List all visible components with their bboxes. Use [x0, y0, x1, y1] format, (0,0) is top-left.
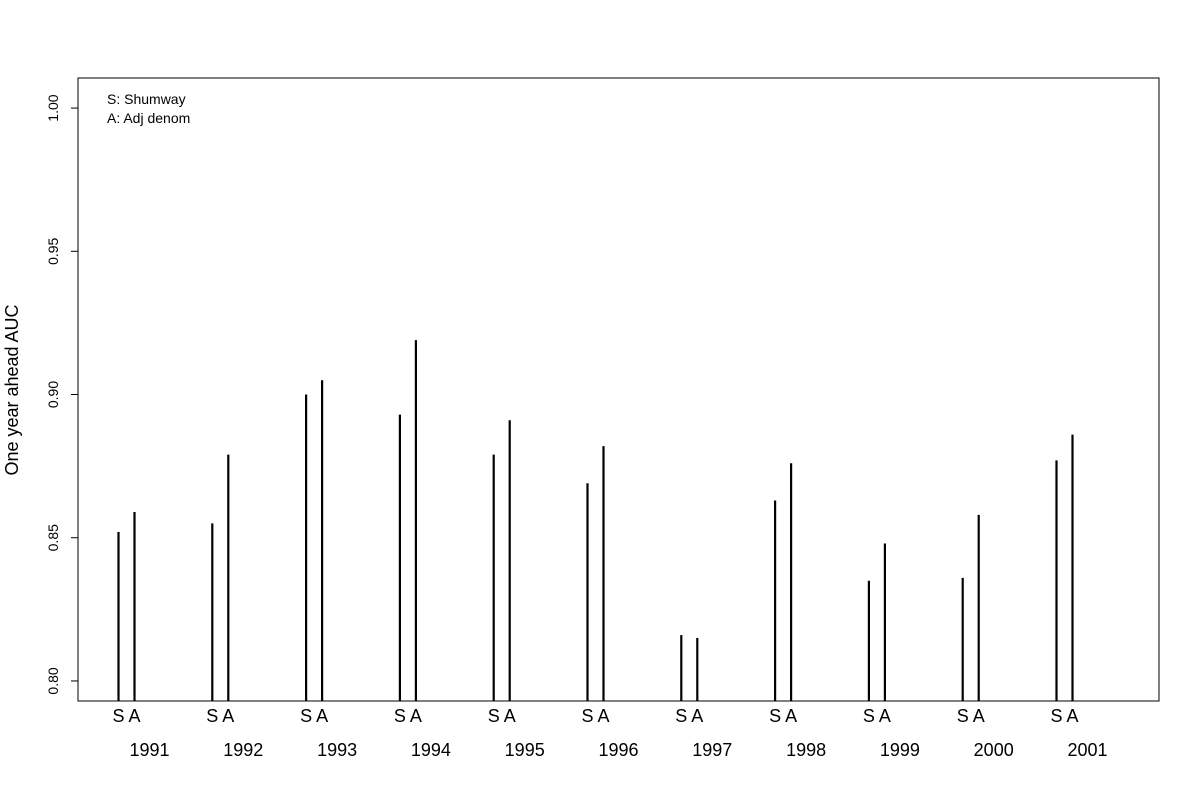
y-axis-label: One year ahead AUC [2, 304, 22, 475]
bar-letter: S [1050, 706, 1062, 726]
x-category-label: 1993 [317, 740, 357, 760]
bar-letter: S [581, 706, 593, 726]
bar-letter: A [410, 706, 422, 726]
x-category-label: 1998 [786, 740, 826, 760]
x-category-label: 1995 [505, 740, 545, 760]
bars [117, 340, 1074, 701]
y-tick-label: 0.90 [45, 381, 61, 408]
y-tick-label: 0.80 [45, 667, 61, 694]
legend-entry: A: Adj denom [107, 110, 190, 126]
bar-letter: A [879, 706, 891, 726]
legend: S: Shumway A: Adj denom [107, 91, 190, 126]
bar-letter: A [504, 706, 516, 726]
x-category-label: 2001 [1067, 740, 1107, 760]
bar-letter: S [300, 706, 312, 726]
x-category-label: 1999 [880, 740, 920, 760]
y-tick-label: 1.00 [45, 94, 61, 121]
bar-letter: A [222, 706, 234, 726]
x-category-label: 1997 [692, 740, 732, 760]
bar-letter: S [863, 706, 875, 726]
x-category-label: 1991 [129, 740, 169, 760]
bar-letter: S [675, 706, 687, 726]
bar-letter: S [488, 706, 500, 726]
legend-entry: S: Shumway [107, 91, 186, 107]
y-axis: 0.80 0.85 0.90 0.95 1.00 [45, 94, 79, 695]
bar-letter: A [973, 706, 985, 726]
bar-letter: S [112, 706, 124, 726]
x-category-label: 1994 [411, 740, 451, 760]
bar-letter: S [394, 706, 406, 726]
bar-letter: A [1066, 706, 1078, 726]
x-category-label: 2000 [974, 740, 1014, 760]
bar-letter: A [691, 706, 703, 726]
bar-letter: S [206, 706, 218, 726]
bar-letter: A [597, 706, 609, 726]
bar-letter: S [769, 706, 781, 726]
bar-letter: A [128, 706, 140, 726]
bar-letter: A [785, 706, 797, 726]
x-axis-labels: 1991 1992 1993 1994 1995 1996 1997 1998 1999 2000… [129, 740, 1107, 760]
y-tick-label: 0.95 [45, 237, 61, 264]
plot-frame [77, 77, 1160, 702]
bar-letter: S [957, 706, 969, 726]
bar-letter: A [316, 706, 328, 726]
x-category-label: 1992 [223, 740, 263, 760]
x-category-label: 1996 [598, 740, 638, 760]
y-tick-label: 0.85 [45, 524, 61, 551]
